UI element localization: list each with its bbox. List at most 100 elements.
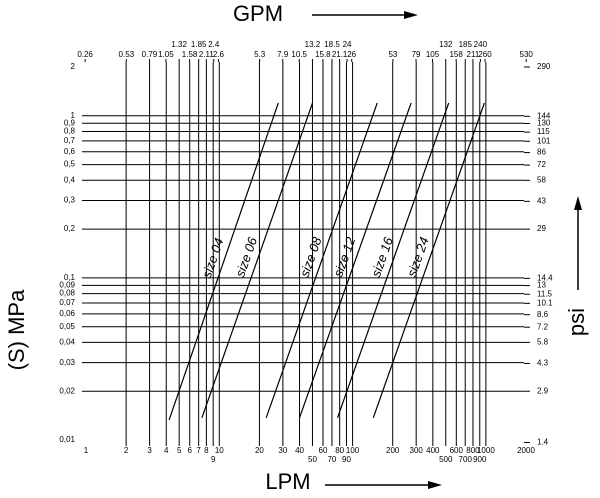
y2-tick-label: 115	[537, 127, 550, 136]
x-tick-label: 60	[319, 446, 328, 455]
x-tick-label: 70	[327, 455, 336, 464]
size-line	[336, 102, 450, 418]
x2-tick-label: 1.32	[171, 40, 187, 49]
x2-tick-label: 18.5	[324, 40, 340, 49]
y-tick-label: 0,04	[59, 338, 75, 347]
y2-tick-label: 2.9	[537, 386, 549, 395]
x-tick-label: 40	[295, 446, 304, 455]
y-tick-label: 1	[71, 111, 76, 120]
y2-tick-label: 43	[537, 196, 546, 205]
y2-tick-label: 58	[537, 175, 546, 184]
y-tick-label: 0,01	[59, 435, 75, 444]
y-tick-label: 0,6	[64, 147, 76, 156]
y2-tick-label: 290	[537, 62, 551, 71]
y-tick-label: 0,02	[59, 386, 75, 395]
y-tick-label: 0,5	[64, 160, 76, 169]
x2-tick-label: 105	[426, 50, 440, 59]
x-tick-label: 100	[346, 446, 360, 455]
x-tick-label: 2000	[517, 446, 535, 455]
x2-tick-label: 0.26	[77, 50, 93, 59]
x-arrow	[325, 481, 442, 489]
y2-tick-label: 10.1	[537, 298, 553, 307]
x-tick-label: 200	[386, 446, 400, 455]
y-tick-label: 0,07	[59, 298, 75, 307]
x-tick-label: 700	[459, 455, 473, 464]
x-tick-label: 1	[84, 446, 89, 455]
size-line	[168, 102, 279, 421]
x-tick-label: 600	[450, 446, 464, 455]
x2-tick-label: 158	[449, 50, 463, 59]
x2-tick-label: 0.53	[119, 50, 135, 59]
y2-tick-label: 86	[537, 148, 546, 157]
x-tick-label: 500	[439, 455, 453, 464]
size-line	[201, 102, 314, 418]
y2-axis-title: psi	[564, 308, 589, 336]
x-tick-label: 8	[204, 446, 209, 455]
x2-tick-label: 7.9	[277, 50, 289, 59]
x2-tick-label: 2.6	[213, 50, 225, 59]
y2-tick-label: 130	[537, 119, 551, 128]
x2-tick-label: 5.3	[254, 50, 266, 59]
x2-axis-title: GPM	[233, 1, 283, 26]
y2-tick-label: 29	[537, 224, 546, 233]
x2-tick-label: 53	[388, 50, 397, 59]
size-line	[298, 102, 412, 419]
x-tick-label: 1000	[477, 446, 495, 455]
x-tick-label: 300	[410, 446, 424, 455]
y-tick-label: 0,4	[64, 175, 76, 184]
x-tick-label: 900	[473, 455, 487, 464]
series-label: size 04	[199, 236, 227, 280]
y2-tick-label: 8.6	[537, 310, 549, 319]
series-label: size 12	[330, 234, 358, 279]
x2-tick-label: 13.2	[305, 40, 321, 49]
x2-tick-label: 185	[459, 40, 473, 49]
x-tick-label: 400	[426, 446, 440, 455]
x-tick-label: 7	[196, 446, 201, 455]
y-tick-label: 0,8	[64, 127, 76, 136]
y-tick-label: 0,1	[64, 273, 76, 282]
x2-tick-label: 79	[412, 50, 421, 59]
x2-arrow	[312, 11, 418, 19]
x-tick-label: 20	[255, 446, 264, 455]
x-tick-label: 800	[466, 446, 480, 455]
series-label: size 06	[232, 234, 260, 279]
x2-tick-label: 211	[467, 50, 480, 59]
x2-tick-label: 15.8	[315, 50, 331, 59]
x2-tick-label: 240	[474, 40, 488, 49]
size-line	[372, 102, 485, 418]
size-line	[265, 102, 378, 418]
y2-tick-label: 11.5	[537, 289, 553, 298]
x2-tick-label: 2.4	[208, 40, 220, 49]
y2-tick-label: 13	[537, 281, 546, 290]
x-tick-label: 80	[335, 446, 344, 455]
y2-tick-label: 5.8	[537, 338, 549, 347]
y2-tick-label: 1.4	[537, 438, 549, 447]
series-label: size 16	[368, 234, 396, 279]
y-tick-label: 0,09	[59, 280, 75, 289]
y2-tick-label: 7.2	[537, 322, 549, 331]
y2-tick-label: 101	[537, 136, 551, 145]
x-tick-label: 2	[124, 446, 129, 455]
x-tick-label: 3	[147, 446, 152, 455]
x2-tick-label: 24	[343, 40, 352, 49]
x2-tick-label: 132	[439, 40, 453, 49]
y2-tick-label: 14.4	[537, 273, 553, 282]
x-axis-title: LPM	[265, 469, 310, 494]
y-tick-label: 0,3	[64, 196, 76, 205]
x2-tick-label: 26	[347, 50, 356, 59]
x-tick-label: 4	[164, 446, 169, 455]
y-tick-label: 2	[71, 62, 76, 71]
y-tick-label: 0,08	[59, 289, 75, 298]
y-tick-label: 0,03	[59, 358, 75, 367]
x-tick-label: 6	[187, 446, 192, 455]
y-tick-label: 0,06	[59, 309, 75, 318]
x2-tick-label: 0.79	[142, 50, 158, 59]
y2-tick-label: 72	[537, 160, 546, 169]
x-tick-label: 30	[278, 446, 287, 455]
x-tick-label: 50	[308, 455, 317, 464]
y-tick-label: 0,9	[64, 118, 76, 127]
x2-tick-label: 21.1	[332, 50, 348, 59]
x-tick-label: 10	[215, 446, 224, 455]
x2-tick-label: 530	[520, 50, 534, 59]
x-tick-label: 5	[177, 446, 182, 455]
